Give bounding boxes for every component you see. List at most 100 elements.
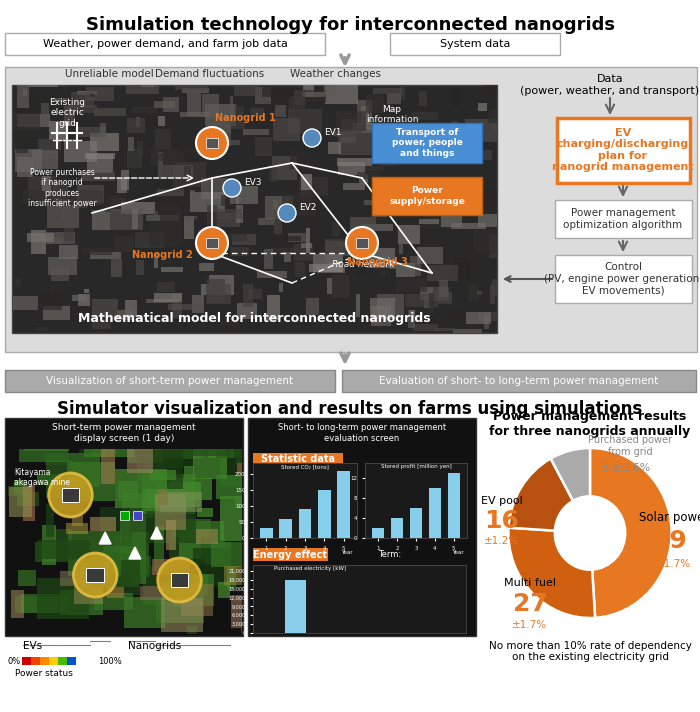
Bar <box>186 147 206 152</box>
Text: Road network: Road network <box>332 261 395 270</box>
Bar <box>273 200 279 209</box>
Bar <box>302 244 312 248</box>
Bar <box>90 94 95 98</box>
Bar <box>113 236 134 252</box>
Bar <box>207 283 231 304</box>
Bar <box>324 83 336 95</box>
Bar <box>72 515 83 525</box>
Bar <box>199 263 213 271</box>
Bar <box>125 597 165 628</box>
Bar <box>295 262 305 277</box>
Bar <box>326 80 358 105</box>
Text: Year: Year <box>452 550 463 555</box>
Bar <box>396 263 414 277</box>
Bar <box>262 88 293 98</box>
Polygon shape <box>129 547 141 559</box>
Bar <box>13 480 25 494</box>
Bar <box>155 494 186 530</box>
Bar <box>335 131 363 137</box>
Bar <box>64 229 74 241</box>
Bar <box>94 108 126 115</box>
Bar <box>407 310 415 328</box>
Text: Map
information: Map information <box>365 105 419 125</box>
Bar <box>64 141 97 162</box>
Bar <box>366 95 384 113</box>
Bar <box>302 93 326 97</box>
Bar <box>279 519 292 538</box>
Bar <box>120 511 129 520</box>
Bar <box>342 370 696 392</box>
Bar <box>557 118 690 183</box>
Bar <box>55 529 71 544</box>
Bar <box>428 488 441 538</box>
Bar <box>127 426 162 463</box>
Bar <box>31 151 57 159</box>
Bar <box>235 496 266 508</box>
Bar <box>117 310 132 320</box>
Bar <box>332 275 349 298</box>
Bar <box>447 473 460 538</box>
Bar <box>19 423 68 462</box>
Bar <box>114 535 136 565</box>
Text: EV
charging/discharging
plan for
nanogrid management: EV charging/discharging plan for nanogri… <box>552 127 694 172</box>
Circle shape <box>74 553 117 597</box>
Bar <box>318 490 330 538</box>
Bar <box>248 289 262 299</box>
Bar <box>555 255 692 303</box>
Circle shape <box>223 179 241 197</box>
Bar <box>328 142 341 154</box>
Bar <box>289 96 305 115</box>
Bar <box>28 177 57 201</box>
Bar <box>312 253 344 272</box>
Bar <box>172 519 211 537</box>
Bar <box>361 224 393 231</box>
Bar <box>152 559 190 575</box>
Bar <box>197 508 213 518</box>
Bar <box>192 295 204 313</box>
Bar <box>117 177 127 193</box>
Bar <box>474 230 508 254</box>
Bar <box>110 209 144 230</box>
Bar <box>451 120 458 129</box>
Bar <box>438 292 452 304</box>
Bar <box>139 586 165 600</box>
Bar <box>424 296 433 308</box>
Bar <box>420 288 433 300</box>
Bar <box>122 493 169 518</box>
Bar <box>372 200 387 217</box>
Bar <box>76 127 106 137</box>
Bar <box>407 226 414 237</box>
Bar <box>300 177 328 196</box>
Bar <box>251 108 264 116</box>
Bar <box>154 526 164 571</box>
Bar <box>136 117 139 127</box>
Text: 8 ±0.6%: 8 ±0.6% <box>602 463 650 473</box>
Bar <box>153 153 183 161</box>
Bar <box>49 120 66 140</box>
Bar <box>153 211 158 219</box>
Bar <box>234 85 257 96</box>
Bar <box>306 298 318 315</box>
Bar <box>445 182 449 203</box>
Bar <box>257 271 287 278</box>
Bar <box>230 96 233 121</box>
Bar <box>88 154 113 173</box>
Text: 0%: 0% <box>8 657 21 666</box>
Bar <box>90 132 119 151</box>
Bar <box>413 206 436 210</box>
Bar <box>267 295 281 320</box>
Text: Power
supply/storage: Power supply/storage <box>389 187 465 206</box>
Bar <box>60 571 105 587</box>
Bar <box>38 139 62 150</box>
Bar <box>434 328 455 331</box>
Bar <box>237 464 262 473</box>
Bar <box>364 199 393 205</box>
Bar <box>56 199 63 207</box>
Bar <box>295 90 326 102</box>
Bar <box>179 521 223 559</box>
Bar <box>12 85 497 333</box>
Bar <box>286 236 301 241</box>
Bar <box>293 244 313 261</box>
Bar <box>60 590 103 615</box>
Bar <box>154 293 182 302</box>
